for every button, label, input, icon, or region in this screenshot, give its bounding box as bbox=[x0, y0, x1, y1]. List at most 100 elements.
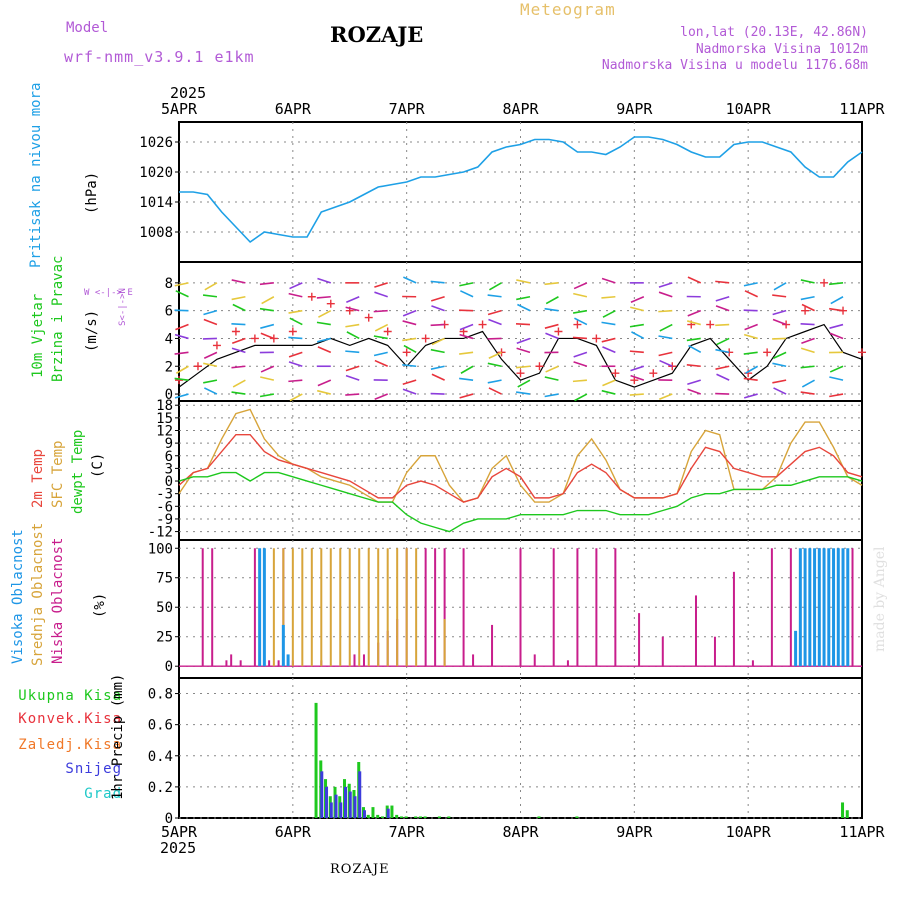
wind-direction-arrow bbox=[488, 318, 502, 326]
precip-bar bbox=[339, 802, 343, 818]
wind-direction-arrow bbox=[687, 276, 702, 284]
wind-direction-arrow bbox=[686, 337, 701, 342]
wind-ytick-label: 4 bbox=[165, 331, 173, 347]
wind-direction-arrow bbox=[203, 362, 218, 368]
precip-bar bbox=[325, 786, 329, 818]
cloud-bar bbox=[827, 548, 831, 667]
wind-direction-arrow bbox=[829, 332, 844, 340]
cloud-bar bbox=[396, 548, 399, 667]
wind-direction-arrow bbox=[772, 379, 787, 384]
cloud-bar bbox=[798, 548, 802, 667]
wind-direction-arrow bbox=[516, 347, 531, 354]
wind-direction-arrow bbox=[345, 323, 360, 328]
cloud-bar bbox=[434, 548, 437, 667]
wind-direction-arrow bbox=[487, 379, 502, 384]
wind-direction-arrow bbox=[288, 292, 303, 298]
wind-direction-arrow bbox=[174, 351, 189, 355]
wind-direction-arrow bbox=[744, 323, 758, 331]
temp-ytick-label: -9 bbox=[156, 512, 173, 528]
cloud-bar bbox=[367, 548, 370, 667]
wind-direction-arrow bbox=[574, 393, 588, 402]
wind-direction-arrow bbox=[202, 294, 218, 298]
cloud-bar bbox=[415, 548, 418, 667]
wind-direction-arrow bbox=[345, 306, 360, 312]
wind-direction-arrow bbox=[260, 323, 275, 329]
wind-direction-arrow bbox=[487, 294, 502, 298]
wind-gust-marker bbox=[421, 334, 430, 343]
precip-bar bbox=[329, 802, 333, 818]
precip-bar bbox=[386, 808, 390, 818]
cloud-bar bbox=[386, 548, 389, 667]
wind-ytick-label: 6 bbox=[165, 304, 173, 320]
wind-direction-arrow bbox=[289, 317, 303, 326]
precip-bar bbox=[334, 794, 338, 818]
precip-bar bbox=[575, 816, 579, 818]
wind-direction-arrow bbox=[288, 351, 303, 358]
cloud-bar bbox=[462, 548, 465, 667]
wind-direction-arrow bbox=[687, 320, 701, 326]
cloud-bar bbox=[262, 548, 266, 667]
wind-gust-marker bbox=[193, 362, 202, 371]
wind-direction-arrow bbox=[545, 332, 559, 340]
precip-bar bbox=[418, 816, 422, 818]
wind-gust-marker bbox=[402, 348, 411, 357]
wind-gust-marker bbox=[535, 362, 544, 371]
wind-direction-arrow bbox=[601, 389, 616, 395]
header-altitude: Nadmorska Visina 1012m bbox=[695, 42, 868, 57]
precip-legend-frz: Zaledj.Kisa bbox=[18, 737, 122, 753]
header-station-title: ROZAJE bbox=[330, 22, 424, 47]
header-model-run: wrf-nmm_v3.9.1 e1km bbox=[64, 48, 255, 66]
wind-direction-arrow bbox=[374, 359, 389, 367]
wind-compass-ew: W <-|-> E bbox=[84, 288, 133, 298]
wind-direction-arrow bbox=[715, 305, 730, 312]
wind-direction-arrow bbox=[203, 318, 218, 326]
wind-direction-arrow bbox=[602, 309, 616, 318]
precip-ytick-label: 0.4 bbox=[148, 749, 173, 765]
wind-direction-arrow bbox=[460, 365, 474, 374]
wind-ytick-label: 8 bbox=[165, 276, 173, 292]
wind-direction-arrow bbox=[629, 323, 644, 328]
precip-ytick-label: 0.6 bbox=[148, 718, 173, 734]
wind-direction-arrow bbox=[374, 282, 388, 288]
wind-direction-arrow bbox=[175, 290, 189, 298]
temp-ytick-label: 9 bbox=[165, 436, 173, 452]
pressure-ytick-label: 1026 bbox=[139, 135, 173, 151]
wind-ytick-label: 2 bbox=[165, 359, 173, 375]
cloud-ytick-label: 0 bbox=[165, 659, 173, 675]
wind-direction-arrow bbox=[402, 320, 417, 326]
precip-bar bbox=[320, 771, 324, 818]
cloud-bar bbox=[751, 660, 754, 667]
wind-direction-arrow bbox=[260, 332, 275, 340]
cloud-bar bbox=[832, 548, 836, 667]
precip-bar bbox=[845, 810, 849, 818]
wind-direction-arrow bbox=[488, 387, 502, 395]
temp-ytick-label: 15 bbox=[156, 411, 173, 427]
cloud-bar bbox=[794, 630, 798, 667]
wind-direction-arrow bbox=[430, 323, 445, 327]
top-date-tick-label: 9APR bbox=[616, 100, 653, 118]
wind-gust-marker bbox=[288, 327, 297, 336]
wind-direction-arrow bbox=[346, 296, 360, 303]
wind-direction-arrow bbox=[658, 282, 673, 288]
wind-direction-arrow bbox=[572, 336, 587, 340]
precip-bar bbox=[447, 816, 451, 818]
precip-bar bbox=[314, 702, 318, 818]
wind-direction-arrow bbox=[574, 317, 588, 326]
wind-direction-arrow bbox=[516, 279, 531, 284]
cloud-bar bbox=[576, 548, 579, 667]
precip-ytick-label: 0.2 bbox=[148, 780, 173, 796]
wind-direction-arrow bbox=[488, 351, 502, 359]
wind-direction-arrow bbox=[317, 389, 331, 395]
wind-direction-arrow bbox=[231, 279, 246, 284]
wind-direction-arrow bbox=[772, 294, 787, 298]
wind-direction-arrow bbox=[772, 309, 787, 316]
wind-gust-marker bbox=[250, 334, 259, 343]
wind-direction-arrow bbox=[431, 305, 445, 312]
wind-direction-arrow bbox=[715, 365, 730, 370]
wind-direction-arrow bbox=[544, 323, 559, 329]
wind-direction-arrow bbox=[572, 309, 588, 314]
precip-bar bbox=[366, 814, 370, 818]
wind-direction-arrow bbox=[203, 351, 218, 359]
precip-bar bbox=[380, 816, 384, 818]
wind-direction-arrow bbox=[289, 393, 303, 402]
